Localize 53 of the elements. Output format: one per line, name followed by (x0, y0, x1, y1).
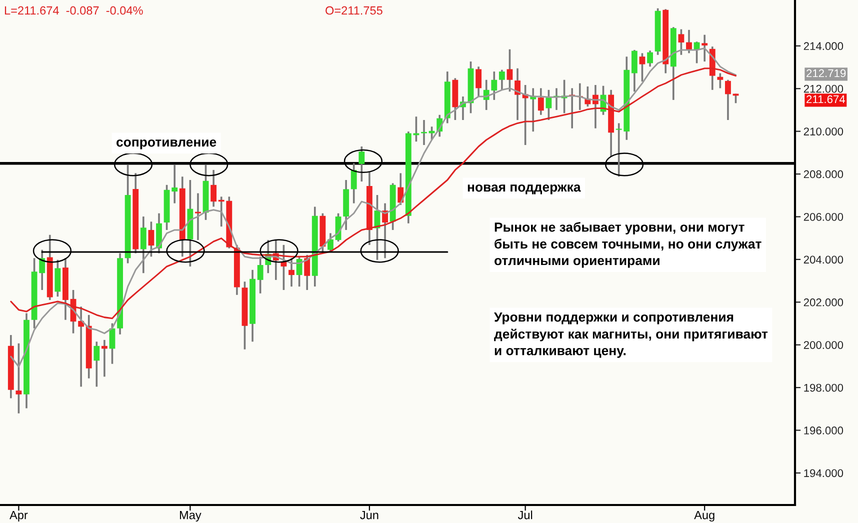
candlestick (514, 67, 520, 121)
candlestick (702, 34, 708, 62)
x-tick-label: Jun (360, 510, 378, 520)
y-tick-label: 196.000 (804, 426, 844, 434)
candlestick (358, 146, 365, 182)
y-tick-label: 210.000 (804, 128, 844, 136)
candlestick (195, 192, 201, 241)
text: 212.719 (806, 69, 846, 78)
text: 211.674 (806, 95, 846, 104)
candlestick (498, 68, 505, 91)
annotation: новая поддержка (468, 184, 581, 194)
candlestick (288, 257, 294, 288)
y-tick-label: 200.000 (804, 341, 844, 349)
candlestick (148, 220, 154, 258)
annotation: Рынок не забывает уровни, они могут быть не совсем точными, но они служат отличными ориентирами (494, 222, 762, 268)
candlestick (16, 342, 22, 414)
candlestick (732, 92, 739, 104)
candlestick (54, 258, 61, 298)
candlestick (328, 232, 334, 252)
candlestick (538, 87, 544, 116)
candlestick (296, 256, 302, 288)
candlestick (350, 162, 357, 204)
y-tick-label: 194.000 (804, 469, 844, 478)
annotation: O=211.755 (326, 6, 382, 15)
y-tick-label: 214.000 (804, 42, 844, 50)
candlestick (94, 340, 100, 388)
annotation: L=211.674 -0.087 -0.04% (4, 6, 143, 15)
candlestick (631, 49, 638, 93)
candlestick (257, 256, 264, 294)
y-tick-label: 212.000 (804, 84, 844, 93)
y-tick-label: 198.000 (804, 384, 844, 392)
candlestick (678, 28, 684, 56)
x-tick-label: Aug (694, 510, 714, 522)
candlestick (546, 88, 552, 121)
candlestick (639, 52, 646, 82)
y-tick-label: 208.000 (804, 170, 844, 178)
y-tick-label: 202.000 (804, 298, 844, 306)
candlestick (476, 66, 482, 98)
candlestick (101, 339, 108, 378)
candlestick (647, 50, 653, 68)
x-tick-label: May (180, 510, 202, 522)
candlestick (725, 78, 731, 121)
candlestick (506, 48, 513, 93)
x-tick-label: Jul (518, 510, 532, 520)
candlestick (140, 216, 146, 274)
y-tick-label: 204.000 (804, 256, 844, 264)
annotation: сопротивление (116, 139, 216, 150)
x-tick-label: Apr (10, 510, 28, 522)
annotation: Уровни поддержки и сопротивления действуют как магниты, они притягивают и отталкивают цену. (494, 312, 768, 358)
candlestick (304, 254, 310, 291)
candlestick (717, 72, 724, 90)
candlestick (210, 169, 217, 208)
y-tick-label: 206.000 (804, 213, 844, 221)
